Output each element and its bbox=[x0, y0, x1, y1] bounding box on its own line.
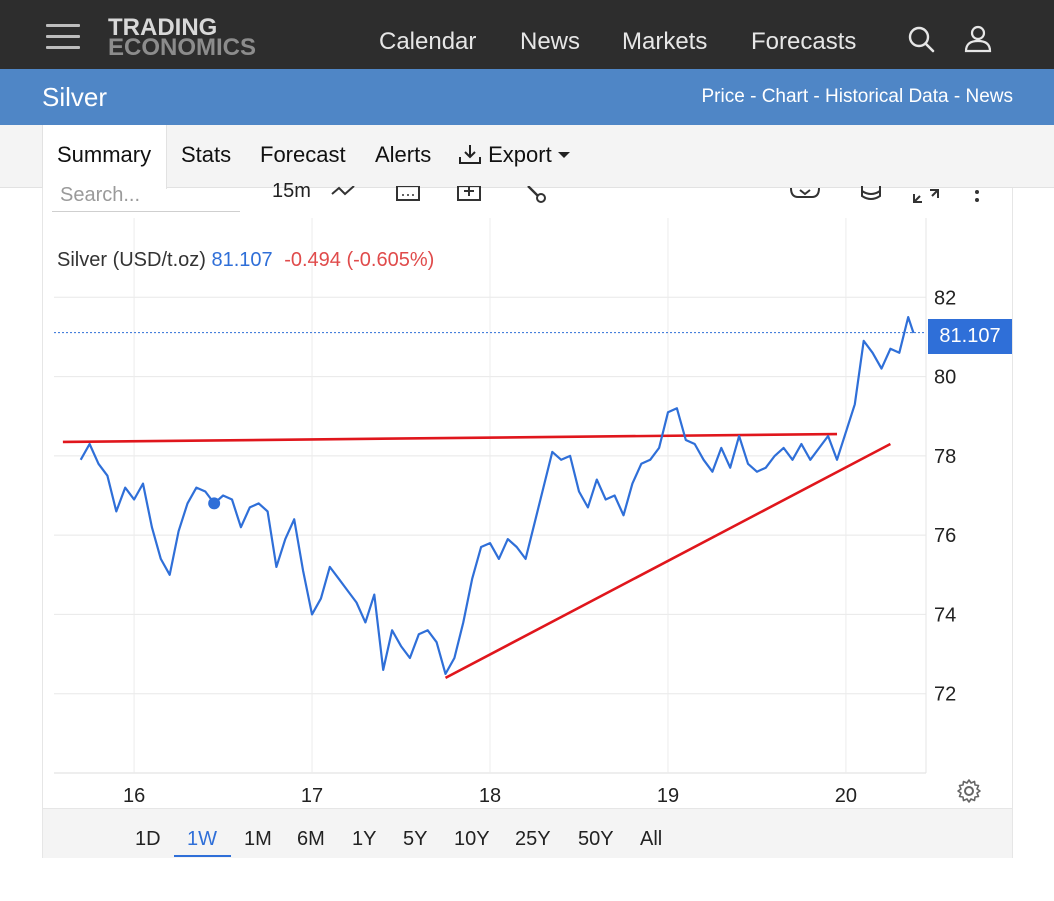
trendline-resistance bbox=[62, 432, 838, 444]
series-line bbox=[79, 316, 915, 675]
hover-marker bbox=[208, 497, 221, 510]
period-selector: 1D 1W 1M 6M 1Y 5Y 10Y 25Y 50Y All bbox=[43, 808, 1012, 858]
nav-link-markets[interactable]: Markets bbox=[622, 28, 708, 55]
y-tick-label: 80 bbox=[934, 367, 956, 389]
download-icon bbox=[459, 145, 481, 164]
period-1m[interactable]: 1M bbox=[244, 828, 272, 850]
x-tick-label: 16 bbox=[123, 785, 145, 807]
caret-down-icon bbox=[557, 152, 570, 158]
calendar-icon[interactable] bbox=[395, 186, 421, 202]
header-link-news[interactable]: News bbox=[965, 86, 1013, 107]
legend-value: 81.107 bbox=[211, 249, 273, 271]
tab-alerts[interactable]: Alerts bbox=[375, 142, 432, 167]
header-links: Price - Chart - Historical Data - News bbox=[702, 86, 1014, 108]
download-chart-icon[interactable] bbox=[788, 186, 822, 200]
header-separator: - bbox=[948, 86, 966, 107]
tab-summary-bg bbox=[42, 125, 167, 189]
tab-summary[interactable]: Summary bbox=[57, 142, 152, 167]
y-tick-label: 78 bbox=[934, 446, 956, 468]
menu-icon[interactable] bbox=[46, 24, 80, 50]
top-navbar: TRADING ECONOMICS Calendar News Markets … bbox=[0, 0, 1054, 69]
period-1w[interactable]: 1W bbox=[187, 828, 217, 850]
export-button[interactable]: Export bbox=[458, 142, 570, 168]
x-tick-label: 19 bbox=[657, 785, 679, 807]
y-tick-label: 72 bbox=[934, 684, 956, 706]
period-5y[interactable]: 5Y bbox=[403, 828, 428, 850]
settings-gear-icon[interactable] bbox=[956, 778, 982, 804]
logo[interactable]: TRADING ECONOMICS bbox=[108, 14, 257, 61]
header-link-price[interactable]: Price bbox=[701, 86, 745, 107]
legend-change: -0.494 bbox=[284, 249, 341, 271]
user-icon[interactable] bbox=[963, 24, 993, 54]
header-separator: - bbox=[744, 86, 762, 107]
header-link-chart[interactable]: Chart bbox=[761, 86, 809, 107]
more-options-icon[interactable] bbox=[972, 188, 982, 204]
header-link-historical-data[interactable]: Historical Data bbox=[825, 86, 949, 107]
interval-selector[interactable]: 15m bbox=[272, 180, 311, 202]
period-1y[interactable]: 1Y bbox=[352, 828, 377, 850]
export-label: Export bbox=[488, 142, 552, 167]
nav-link-forecasts[interactable]: Forecasts bbox=[751, 28, 857, 55]
nav-link-calendar[interactable]: Calendar bbox=[379, 28, 477, 55]
page-title: Silver bbox=[42, 82, 108, 112]
y-tick-label: 82 bbox=[934, 287, 956, 309]
period-6m[interactable]: 6M bbox=[297, 828, 325, 850]
period-25y[interactable]: 25Y bbox=[515, 828, 551, 850]
legend-series-name: Silver (USD/t.oz) bbox=[57, 249, 206, 271]
title-bar: Silver Price - Chart - Historical Data -… bbox=[0, 69, 1054, 125]
fullscreen-icon[interactable] bbox=[912, 188, 940, 204]
y-tick-label: 74 bbox=[934, 604, 956, 626]
legend-change-pct: (-0.605%) bbox=[346, 249, 435, 271]
x-tick-label: 17 bbox=[301, 785, 323, 807]
header-separator: - bbox=[808, 86, 826, 107]
indicators-icon[interactable] bbox=[526, 186, 550, 204]
nav-link-news[interactable]: News bbox=[520, 28, 581, 55]
trendline-support bbox=[444, 442, 892, 680]
period-all[interactable]: All bbox=[640, 828, 663, 850]
chart-type-icon[interactable] bbox=[330, 186, 356, 200]
x-tick-label: 18 bbox=[479, 785, 501, 807]
logo-line2: ECONOMICS bbox=[108, 34, 257, 61]
active-period-underline bbox=[174, 855, 231, 857]
last-price-tag: 81.107 bbox=[928, 319, 1012, 354]
period-1d[interactable]: 1D bbox=[135, 828, 161, 850]
period-10y[interactable]: 10Y bbox=[454, 828, 490, 850]
search-input[interactable] bbox=[52, 180, 240, 212]
search-icon[interactable] bbox=[906, 24, 936, 54]
y-tick-label: 76 bbox=[934, 525, 956, 547]
x-tick-label: 20 bbox=[835, 785, 857, 807]
period-50y[interactable]: 50Y bbox=[578, 828, 614, 850]
logo-line1: TRADING bbox=[108, 14, 218, 41]
chart-legend: Silver (USD/t.oz) 81.107 -0.494 (-0.605%… bbox=[57, 249, 434, 272]
tab-forecast[interactable]: Forecast bbox=[260, 142, 346, 167]
database-icon[interactable] bbox=[860, 186, 882, 202]
add-compare-icon[interactable] bbox=[456, 186, 482, 202]
tab-stats[interactable]: Stats bbox=[181, 142, 232, 167]
tab-bar: Summary Stats Forecast Alerts Export bbox=[0, 125, 1054, 189]
